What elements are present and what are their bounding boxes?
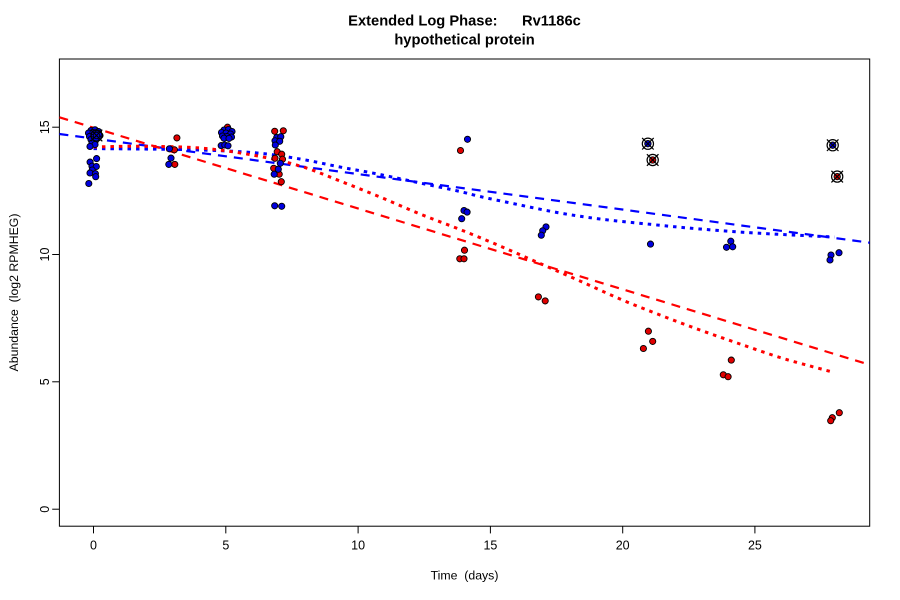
svg-text:0: 0 [90,539,97,553]
svg-text:Time (days): Time (days) [431,569,499,583]
svg-text:Extended Log Phase: Rv118: Extended Log Phase: Rv1186c [348,14,581,30]
svg-text:25: 25 [748,539,762,553]
svg-text:20: 20 [616,539,630,553]
svg-text:15: 15 [483,539,497,553]
svg-text:Abundance (log2 RPMHEG): Abundance (log2 RPMHEG) [7,214,21,372]
svg-text:5: 5 [222,539,229,553]
svg-text:hypothetical protein: hypothetical protein [394,32,534,48]
svg-text:10: 10 [38,248,52,262]
svg-text:15: 15 [38,120,52,134]
svg-text:5: 5 [38,378,52,385]
svg-text:10: 10 [351,539,365,553]
svg-text:0: 0 [38,506,52,513]
